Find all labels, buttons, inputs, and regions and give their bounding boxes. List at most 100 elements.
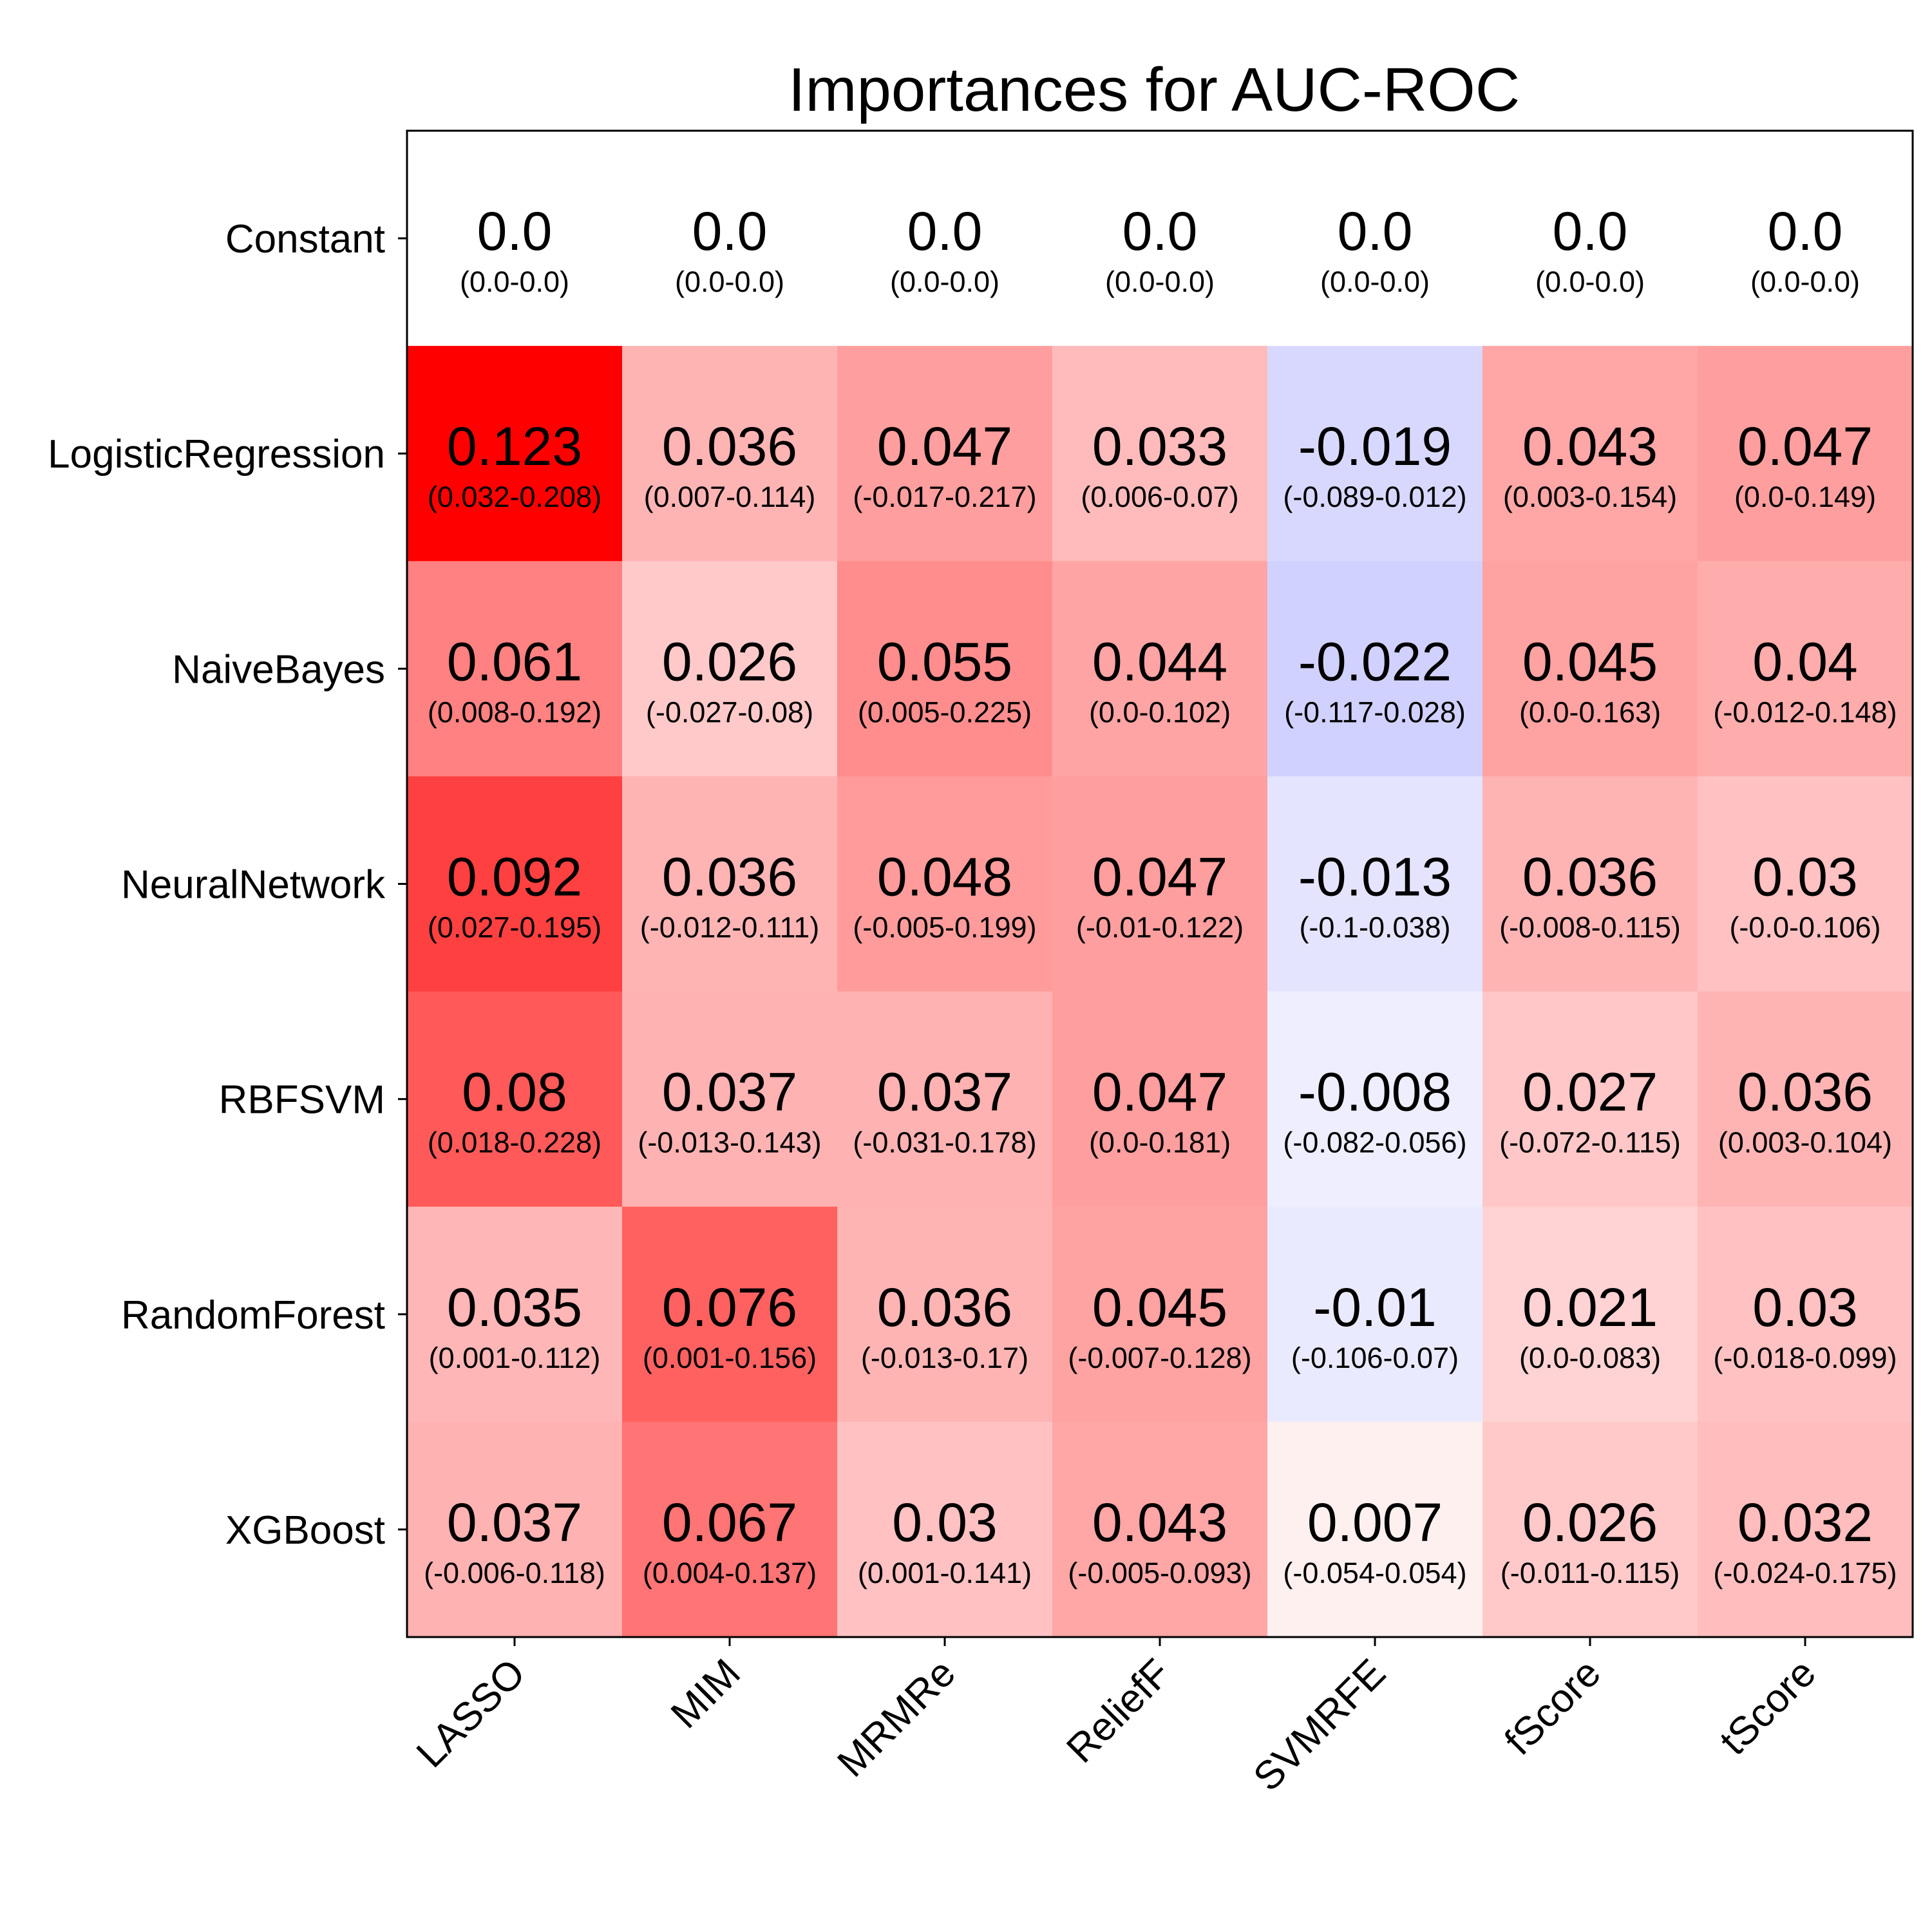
heatmap-cell — [1482, 1206, 1698, 1423]
cell-interval-label: (-0.005-0.199) — [853, 911, 1036, 944]
heatmap-cell — [1482, 776, 1698, 992]
cell-value-label: 0.0 — [1553, 201, 1628, 261]
cell-value-label: 0.047 — [1092, 1062, 1227, 1122]
cell-interval-label: (0.003-0.154) — [1503, 480, 1677, 513]
cell-value-label: 0.03 — [1752, 1277, 1858, 1338]
cell-interval-label: (0.032-0.208) — [428, 480, 601, 513]
y-tick-label: RBFSVM — [219, 1078, 385, 1122]
cell-interval-label: (0.0-0.102) — [1089, 696, 1231, 728]
cell-interval-label: (0.0-0.181) — [1089, 1126, 1231, 1159]
y-tick-label: NeuralNetwork — [121, 863, 386, 907]
heatmap-cell — [1267, 1421, 1483, 1638]
y-tick-label: RandomForest — [121, 1293, 385, 1338]
heatmap-cell — [1052, 346, 1268, 562]
heatmap-cell — [407, 776, 623, 992]
cell-interval-label: (-0.017-0.217) — [853, 480, 1036, 513]
cell-value-label: 0.036 — [662, 847, 797, 907]
cell-interval-label: (-0.01-0.122) — [1076, 911, 1244, 944]
cell-value-label: 0.048 — [877, 847, 1012, 907]
cell-interval-label: (-0.013-0.143) — [638, 1126, 821, 1159]
heatmap-cell — [1052, 991, 1268, 1208]
cell-interval-label: (0.008-0.192) — [428, 696, 601, 728]
cell-value-label: 0.045 — [1092, 1277, 1227, 1338]
heatmap-cell — [1052, 131, 1268, 346]
cell-interval-label: (0.018-0.228) — [428, 1126, 601, 1159]
cell-value-label: 0.037 — [447, 1492, 582, 1553]
heatmap-cell — [1267, 561, 1483, 777]
cell-value-label: 0.035 — [447, 1277, 582, 1338]
plot-frame — [406, 129, 1914, 1638]
cell-interval-label: (-0.1-0.038) — [1299, 911, 1450, 944]
x-tick-label: MRMRe — [829, 1651, 964, 1786]
heatmap-cell — [622, 346, 838, 562]
heatmap-cell — [837, 1421, 1053, 1638]
cell-value-label: 0.0 — [692, 201, 768, 261]
y-tick-label: Constant — [225, 217, 385, 261]
heatmap-cell — [622, 131, 838, 346]
heatmap-cell — [837, 561, 1053, 777]
heatmap-cell — [622, 1421, 838, 1638]
cell-interval-label: (-0.117-0.028) — [1284, 696, 1466, 728]
x-tick-label: tScore — [1711, 1651, 1824, 1764]
heatmap-cells: 0.0 (0.0-0.0) 0.0 (0.0-0.0) 0.0 (0.0-0.0) 0.0 (… — [407, 131, 1913, 1638]
cell-value-label: -0.013 — [1298, 847, 1452, 907]
cell-value-label: 0.076 — [662, 1277, 797, 1338]
cell-value-label: 0.047 — [1092, 847, 1227, 907]
cell-interval-label: (-0.054-0.054) — [1283, 1557, 1466, 1589]
heatmap-cell — [1482, 991, 1698, 1208]
heatmap-cell — [1698, 561, 1913, 777]
cell-value-label: -0.008 — [1298, 1062, 1452, 1122]
cell-value-label: 0.04 — [1752, 631, 1858, 692]
heatmap-cell — [1052, 1206, 1268, 1423]
cell-value-label: 0.0 — [1338, 201, 1413, 261]
cell-interval-label: (0.0-0.0) — [1535, 265, 1645, 298]
cell-value-label: 0.037 — [662, 1062, 797, 1122]
heatmap-cell — [1698, 776, 1913, 992]
cell-interval-label: (-0.005-0.093) — [1068, 1557, 1251, 1589]
cell-value-label: 0.044 — [1092, 631, 1227, 692]
y-tick-label: NaiveBayes — [172, 647, 385, 692]
heatmap-cell — [622, 991, 838, 1208]
cell-value-label: 0.061 — [447, 631, 582, 692]
heatmap-cell — [1698, 1206, 1913, 1423]
cell-interval-label: (-0.011-0.115) — [1501, 1557, 1680, 1589]
heatmap-cell — [1698, 346, 1913, 562]
cell-interval-label: (0.001-0.141) — [858, 1557, 1032, 1589]
heatmap-cell — [1267, 1206, 1483, 1423]
cell-interval-label: (-0.031-0.178) — [853, 1126, 1036, 1159]
heatmap-cell — [407, 991, 623, 1208]
cell-interval-label: (0.027-0.195) — [428, 911, 601, 944]
cell-value-label: -0.01 — [1313, 1277, 1436, 1338]
cell-value-label: 0.033 — [1092, 416, 1227, 477]
x-axis: LASSO MIM MRMRe ReliefF SVMRFE fScore tScore — [408, 1637, 1824, 1800]
cell-value-label: -0.022 — [1298, 631, 1452, 692]
cell-value-label: 0.036 — [877, 1277, 1012, 1338]
heatmap-cell — [1482, 131, 1698, 346]
cell-value-label: 0.092 — [447, 847, 582, 907]
cell-interval-label: (0.0-0.149) — [1734, 480, 1876, 513]
cell-value-label: 0.036 — [1522, 847, 1658, 907]
x-tick-label: LASSO — [408, 1651, 534, 1776]
cell-interval-label: (-0.082-0.056) — [1283, 1126, 1466, 1159]
cell-interval-label: (0.0-0.0) — [1105, 265, 1215, 298]
heatmap-cell — [1267, 346, 1483, 562]
cell-interval-label: (-0.018-0.099) — [1713, 1341, 1897, 1374]
cell-value-label: 0.043 — [1522, 416, 1658, 477]
cell-value-label: 0.021 — [1522, 1277, 1658, 1338]
x-tick-label: MIM — [663, 1651, 749, 1737]
heatmap-cell — [1698, 131, 1913, 346]
heatmap-cell — [622, 1206, 838, 1423]
cell-value-label: 0.03 — [1752, 847, 1858, 907]
cell-value-label: 0.036 — [662, 416, 797, 477]
cell-value-label: -0.019 — [1298, 416, 1452, 477]
cell-interval-label: (-0.007-0.128) — [1068, 1341, 1251, 1374]
cell-interval-label: (0.0-0.083) — [1519, 1341, 1661, 1374]
cell-value-label: 0.0 — [1768, 201, 1843, 261]
x-tick-label: SVMRFE — [1245, 1651, 1394, 1799]
heatmap-cell — [1267, 776, 1483, 992]
cell-interval-label: (0.0-0.0) — [675, 265, 784, 298]
heatmap-cell — [407, 131, 623, 346]
cell-interval-label: (0.006-0.07) — [1081, 480, 1238, 513]
cell-interval-label: (-0.024-0.175) — [1713, 1557, 1897, 1589]
